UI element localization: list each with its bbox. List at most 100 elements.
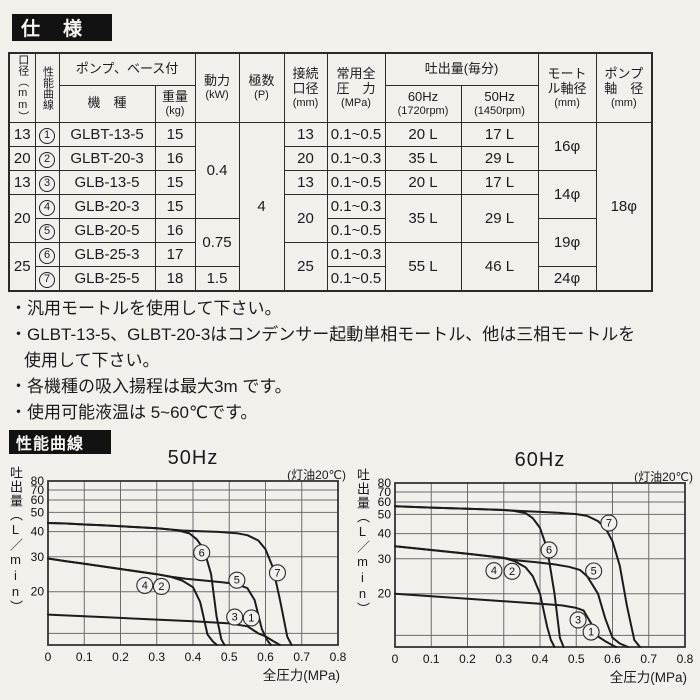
chart-60hz: 60Hz (灯油20℃) 吐出量（L／min） 6 7 4 2 5 3 1 80 70 60 50 4… (347, 447, 699, 697)
svg-text:0.5: 0.5 (221, 650, 238, 664)
power-cell: 0.75 (194, 218, 240, 267)
svg-text:50: 50 (31, 505, 45, 519)
svg-text:0.4: 0.4 (185, 650, 202, 664)
curve-label-4 (485, 562, 503, 580)
q50-cell: 29 L (460, 194, 539, 243)
pressure-cell: 0.1~0.3 (326, 242, 386, 267)
col-header-working-pressure: 常用全圧 力 (MPa) (326, 52, 386, 123)
conn-cell: 13 (283, 170, 328, 195)
svg-text:2: 2 (158, 581, 164, 593)
svg-text:50: 50 (378, 507, 392, 521)
curve-label-3 (569, 611, 587, 629)
svg-text:3: 3 (575, 614, 581, 626)
curve-5 (394, 545, 630, 648)
notes-list: ・汎用モートルを使用して下さい。 ・GLBT-13-5、GLBT-20-3はコン… (10, 296, 689, 426)
spec-section-title-text: 仕 様 (21, 19, 85, 40)
curve-no-cell: 6 (34, 242, 60, 267)
note-general-motor: ・汎用モートルを使用して下さい。 (10, 299, 282, 318)
svg-text:30: 30 (378, 552, 392, 566)
bullet: ・ (10, 403, 27, 422)
conn-cell: 13 (283, 122, 328, 147)
svg-text:0.2: 0.2 (459, 652, 476, 666)
pressure-cell: 0.1~0.5 (326, 218, 386, 243)
svg-text:3: 3 (232, 612, 238, 624)
svg-text:40: 40 (31, 525, 45, 539)
q50-cell: 17 L (460, 170, 539, 195)
col-header-performance-curve: 性能曲線 (34, 52, 60, 123)
table-row: 20 4 GLB-20-3 15 20 0.1~0.3 35 L 29 L (8, 194, 652, 243)
curve-label-7 (600, 514, 618, 532)
svg-text:1: 1 (588, 627, 594, 639)
curve-3-1 (394, 592, 618, 648)
table-row: 7 GLB-25-5 18 1.5 0.1~0.5 24φ (9, 266, 652, 291)
svg-text:7: 7 (606, 518, 612, 530)
curve-label-7 (268, 564, 287, 582)
bullet: ・ (10, 325, 27, 344)
motor-shaft-cell: 19φ (537, 218, 597, 267)
curve-label-5 (228, 571, 246, 589)
weight-cell: 15 (154, 194, 196, 219)
x-axis-label: 全圧力(MPa) (262, 668, 340, 683)
bore-cell: 20 (8, 194, 36, 243)
curve-no-cell: 2 (34, 146, 60, 171)
col-header-pump-base: ポンプ、ベース付 (58, 52, 196, 86)
pump-shaft-cell: 18φ (595, 122, 653, 291)
table-row: 13 1 GLBT-13-5 15 0.4 4 13 0.1~0.5 20 L … (8, 122, 653, 291)
q60-cell: 35 L (384, 194, 462, 243)
svg-text:60: 60 (378, 495, 392, 509)
motor-shaft-cell: 16φ (537, 122, 597, 171)
svg-text:7: 7 (274, 567, 280, 579)
svg-text:2: 2 (509, 566, 515, 578)
svg-text:20: 20 (31, 585, 45, 599)
weight-cell: 15 (154, 122, 196, 147)
svg-text:40: 40 (378, 527, 392, 541)
y-axis-label: 吐出量（L／min） (8, 466, 23, 614)
note-suction-lift: ・各機種の吸入揚程は最大3m です。 (10, 377, 292, 396)
q60-cell: 35 L (384, 146, 462, 171)
poles-cell: 4 (238, 122, 285, 291)
curve-no-cell: 3 (34, 170, 60, 195)
q50-cell: 29 L (460, 146, 539, 171)
svg-text:0.8: 0.8 (330, 650, 347, 664)
weight-cell: 18 (154, 266, 196, 291)
svg-text:0.5: 0.5 (568, 652, 585, 666)
svg-text:6: 6 (546, 544, 552, 556)
model-cell: GLB-20-5 (58, 218, 156, 243)
note-liquid-temp: ・使用可能液温は 5~60℃です。 (10, 403, 258, 422)
table-row: 25 6 GLB-25-3 17 25 0.1~0.3 55 L 46 L (8, 242, 652, 291)
q50-cell: 46 L (460, 242, 539, 291)
svg-text:30: 30 (31, 550, 45, 564)
table-row: 13 3 GLB-13-5 15 13 0.1~0.5 20 L 17 L 14… (8, 170, 652, 219)
curve-label-2 (503, 562, 521, 580)
bore-cell: 13 (8, 122, 36, 147)
curve-label-6 (540, 541, 558, 559)
model-cell: GLB-25-3 (58, 242, 156, 267)
power-cell: 1.5 (194, 266, 240, 291)
curve-label-4 (136, 576, 154, 594)
col-header-bore: 口径（mm） (8, 52, 36, 123)
pressure-cell: 0.1~0.5 (326, 122, 386, 147)
curve-no-cell: 7 (34, 266, 60, 291)
curve-6 (47, 522, 226, 646)
svg-text:4: 4 (142, 580, 148, 592)
svg-text:0.3: 0.3 (495, 652, 512, 666)
bore-cell: 25 (8, 242, 36, 291)
curve-7 (394, 505, 641, 648)
curve-label-1 (582, 623, 600, 641)
svg-text:80: 80 (31, 474, 45, 488)
svg-text:5: 5 (591, 565, 597, 577)
svg-text:6: 6 (199, 547, 205, 559)
svg-text:70: 70 (378, 485, 392, 499)
col-header-motor-shaft: モート ル軸径 (mm) (537, 52, 597, 123)
svg-text:0.3: 0.3 (148, 650, 165, 664)
curve-5 (47, 557, 272, 646)
col-header-pump-shaft: ポンプ軸 径 (mm) (595, 52, 653, 123)
svg-text:0.8: 0.8 (677, 652, 694, 666)
y-axis-label: 吐出量（L／min） (355, 468, 370, 616)
svg-text:0: 0 (392, 652, 399, 666)
chart-50hz: 50Hz (灯油20℃) 吐出量（L／min） 6 7 4 2 5 3 1 80 70 60 50 4… (0, 445, 352, 695)
pressure-cell: 0.1~0.3 (326, 146, 386, 171)
col-header-model: 機 種 (58, 84, 156, 124)
